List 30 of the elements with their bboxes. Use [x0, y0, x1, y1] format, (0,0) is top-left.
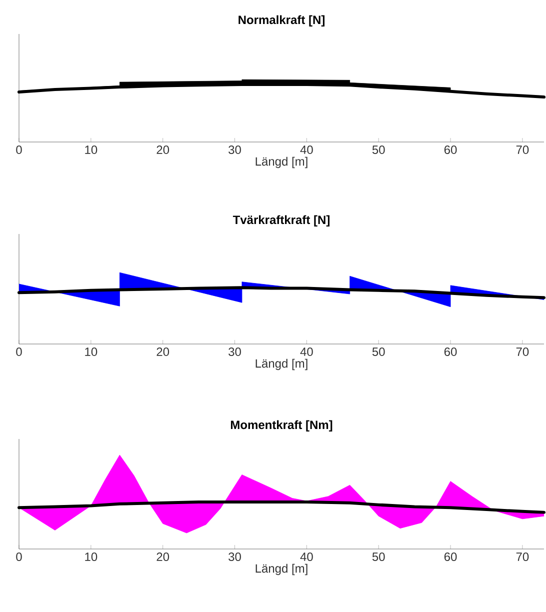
- x-axis-title: Längd [m]: [256, 358, 308, 370]
- x-tick-label: 0: [16, 348, 22, 356]
- x-axis-title: Längd [m]: [256, 564, 308, 576]
- x-tick-label: 10: [85, 146, 98, 154]
- x-tick-label: 70: [516, 348, 529, 356]
- x-tick-label: 20: [157, 146, 170, 154]
- chart-title: Momentkraft [Nm]: [231, 420, 332, 432]
- x-tick-label: 20: [157, 348, 170, 356]
- x-tick-label: 50: [372, 552, 386, 562]
- x-tick-label: 0: [16, 552, 22, 562]
- x-tick-label: 30: [228, 552, 242, 562]
- x-tick-label: 10: [85, 348, 98, 356]
- x-axis-title: Längd [m]: [256, 156, 308, 168]
- x-tick-label: 60: [444, 552, 457, 562]
- x-tick-label: 10: [85, 552, 98, 562]
- x-tick-label: 50: [372, 146, 386, 154]
- x-tick-label: 70: [516, 146, 529, 154]
- x-tick-label: 60: [444, 348, 457, 356]
- x-tick-label: 40: [300, 552, 314, 562]
- x-tick-label: 40: [300, 348, 314, 356]
- x-tick-label: 20: [157, 552, 170, 562]
- chart-title: Tvärkraftkraft [N]: [233, 215, 330, 226]
- x-tick-label: 40: [300, 146, 314, 154]
- x-tick-label: 60: [444, 146, 457, 154]
- x-tick-label: 0: [16, 146, 22, 154]
- x-tick-label: 30: [228, 146, 242, 154]
- x-tick-label: 30: [228, 348, 242, 356]
- chart-title: Normalkraft [N]: [238, 15, 325, 26]
- x-tick-label: 70: [516, 552, 529, 562]
- x-tick-label: 50: [372, 348, 386, 356]
